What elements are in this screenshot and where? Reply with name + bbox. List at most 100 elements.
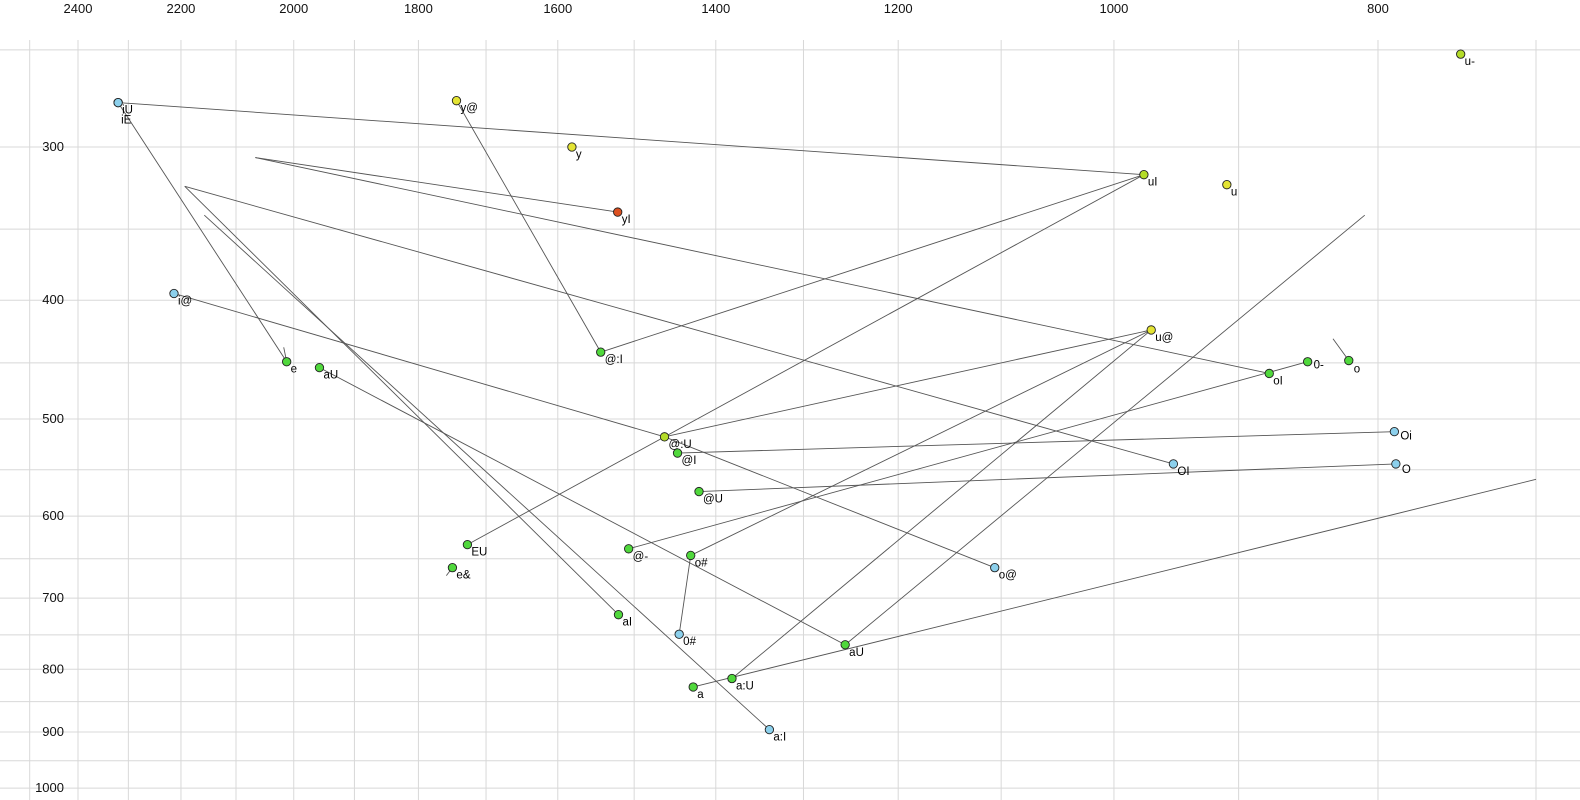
data-point-label: o (1354, 364, 1360, 376)
trajectory-line (693, 478, 1537, 688)
trajectory-line (467, 174, 1145, 546)
data-point (688, 682, 698, 692)
trajectory-line (664, 329, 1152, 438)
trajectory-line (204, 214, 770, 730)
y-axis-tick-label: 900 (42, 724, 64, 739)
data-point (613, 610, 624, 620)
data-point-label: 0# (683, 636, 696, 648)
data-point (169, 288, 179, 299)
trajectory-line (184, 186, 619, 615)
data-point-label: aU (323, 370, 338, 382)
data-point-label: i@ (178, 295, 192, 307)
trajectory-line (255, 157, 618, 213)
data-point (1391, 459, 1401, 469)
trajectory-line (117, 102, 288, 362)
data-point-label: u@ (1155, 332, 1173, 344)
x-axis-tick-label: 2000 (279, 1, 308, 16)
y-axis-tick-label: 500 (42, 411, 64, 426)
data-point (1456, 49, 1466, 59)
data-point (672, 448, 683, 458)
data-point (447, 563, 458, 573)
x-axis-tick-label: 1800 (404, 1, 433, 16)
y-axis-tick-label: 700 (42, 590, 64, 605)
data-point (1139, 170, 1149, 180)
x-axis-tick-label: 2400 (64, 1, 93, 16)
data-point (686, 550, 696, 561)
data-point-label: e (291, 364, 297, 376)
trajectory-line (677, 431, 1395, 454)
trajectory-line (600, 174, 1145, 353)
trajectory-line (844, 214, 1366, 646)
data-point (451, 96, 462, 106)
data-point-label: @U (703, 494, 723, 506)
x-axis-tick-label: 800 (1367, 1, 1389, 16)
data-point (674, 629, 684, 639)
data-point (282, 357, 292, 367)
data-point (694, 486, 704, 497)
trajectory-line (184, 185, 1174, 465)
data-point (1302, 357, 1313, 367)
trajectory-line (456, 100, 602, 353)
data-point-label: @I (682, 455, 697, 467)
y-axis-tick-label: 800 (42, 661, 64, 676)
data-point-label: uI (1148, 177, 1158, 189)
data-point (1146, 325, 1156, 335)
data-point (314, 362, 325, 373)
data-point (1389, 426, 1400, 437)
x-axis-tick-label: 1600 (543, 1, 572, 16)
trajectory-line (690, 329, 1152, 556)
data-point-label: yI (622, 214, 631, 226)
data-point-label: @:I (605, 354, 623, 366)
data-point (659, 432, 670, 442)
data-point-label: a:I (773, 732, 786, 744)
data-point-label: e& (456, 570, 470, 582)
data-point (613, 207, 623, 217)
data-point-label: iE (121, 115, 132, 127)
data-point-label: o@ (999, 570, 1017, 582)
data-point (840, 640, 850, 650)
x-axis-tick-label: 1400 (701, 1, 730, 16)
data-point-label: a (697, 689, 704, 701)
data-point-label: aU (849, 647, 864, 659)
y-axis-tick-label: 600 (42, 508, 64, 523)
trajectory-line (319, 367, 846, 646)
trajectory-line (731, 329, 1152, 679)
data-point (1264, 368, 1274, 379)
x-axis-tick-label: 2200 (166, 1, 195, 16)
data-point (462, 539, 473, 550)
data-point (1222, 180, 1232, 190)
data-point-label: u- (1465, 56, 1475, 68)
data-point (113, 97, 123, 108)
data-point (764, 724, 775, 735)
data-point-label: @- (633, 551, 649, 563)
x-axis-tick-label: 1200 (884, 1, 913, 16)
data-point-label: y@ (460, 103, 477, 115)
data-point-label: y (576, 149, 582, 161)
trajectory-line (255, 157, 1270, 374)
trajectory-line (628, 361, 1308, 550)
data-point-label: o# (695, 557, 708, 569)
data-point-label: EU (471, 547, 487, 559)
data-point (1168, 459, 1179, 469)
data-point-label: OI (1177, 466, 1189, 478)
data-point-label: aI (622, 617, 632, 629)
data-point-label: 0- (1314, 360, 1324, 372)
data-point (1344, 355, 1354, 366)
data-point (990, 563, 1000, 573)
data-point-label: oI (1273, 375, 1283, 387)
data-point-label: iU (122, 105, 133, 117)
data-point (623, 544, 634, 554)
data-point (596, 347, 606, 357)
trajectory-line (678, 555, 692, 635)
trajectory-line (664, 436, 995, 569)
data-point-label: Oi (1400, 431, 1412, 443)
y-axis-tick-label: 400 (42, 292, 64, 307)
data-point-label: u (1231, 187, 1237, 199)
data-point (727, 673, 737, 684)
data-point-label: @:U (669, 439, 692, 451)
trajectory-line (118, 102, 1144, 176)
data-point-label: O (1402, 464, 1411, 476)
data-point-label: a:U (736, 681, 754, 693)
